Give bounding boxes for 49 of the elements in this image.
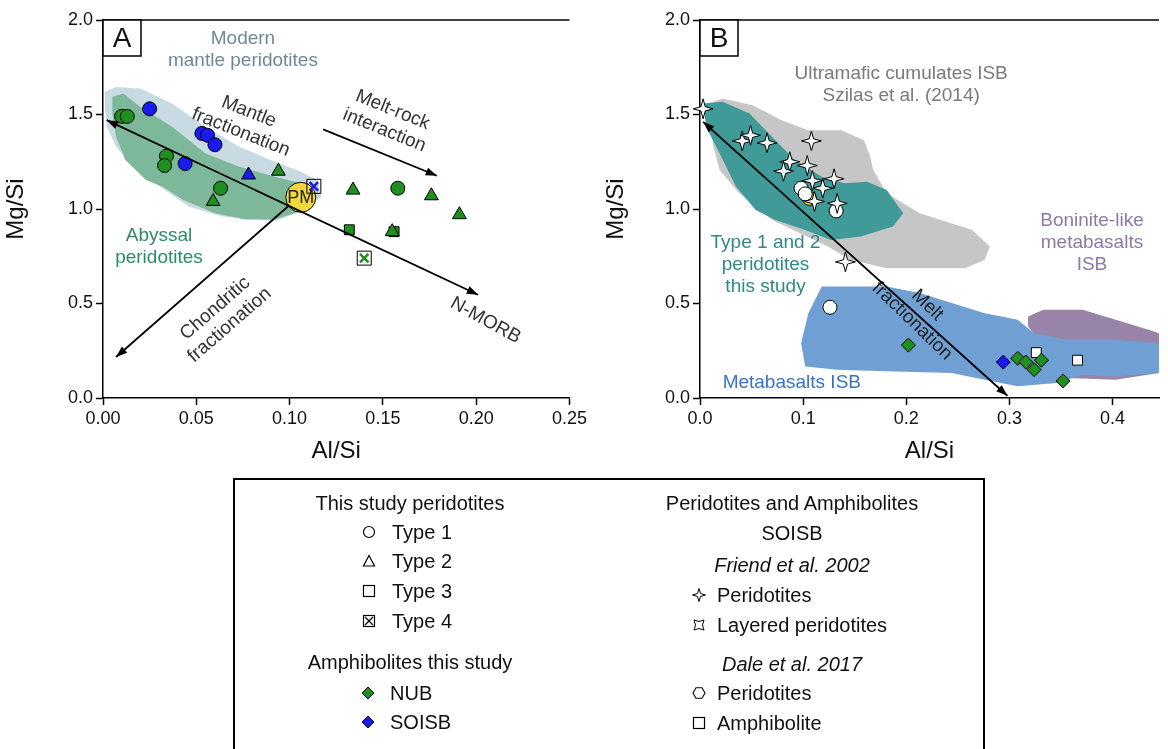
x-axis-title: Al/Si	[904, 436, 955, 464]
x-tick-label: 0.0	[687, 407, 713, 428]
x-tick-label: 0.1	[790, 407, 816, 428]
x-tick-label: 0.4	[1100, 407, 1126, 428]
text: Type 3	[392, 579, 453, 604]
annotation: Abyssal peridotites	[115, 224, 203, 268]
annotation: Modern mantle peridotites	[167, 27, 318, 71]
y-axis-title: Mg/Si	[601, 178, 629, 240]
x-tick-label: 0.3	[996, 407, 1022, 428]
y-axis-title: Mg/Si	[1, 178, 29, 240]
text: Peridotites and Amphibolites SOISB	[664, 491, 920, 546]
annotation: Type 1 and 2 peridotites this study	[710, 231, 821, 297]
text: Type 4	[392, 609, 453, 634]
chart-title: B	[709, 21, 729, 53]
text: Peridotites	[717, 583, 812, 608]
x-axis-title: Al/Si	[311, 436, 361, 464]
text: This study peridotites	[314, 491, 506, 516]
y-tick-label: 0.0	[664, 386, 690, 407]
x-tick-label: 0.15	[365, 407, 401, 428]
x-tick-label: 0.2	[893, 407, 919, 428]
y-tick-label: 1.5	[67, 103, 93, 124]
x-tick-label: 0.05	[178, 407, 214, 428]
y-tick-label: 2.0	[664, 8, 690, 29]
y-tick-label: 2.0	[67, 8, 93, 29]
x-tick-label: 0.10	[272, 407, 308, 428]
x-tick-label: 0.20	[458, 407, 494, 428]
x-tick-label: 0.25	[551, 407, 588, 428]
y-tick-label: 1.0	[664, 197, 690, 218]
text: Amphibolites this study	[306, 650, 514, 675]
text: Peridotites	[717, 681, 812, 706]
text: Type 1	[392, 520, 453, 545]
annotation: Boninite-like metabasalts ISB	[1040, 209, 1144, 275]
text: Layered peridotites	[717, 613, 888, 638]
y-tick-label: 1.5	[664, 103, 690, 124]
annotation: Ultramafic cumulates ISB Szilas et al. (2014)	[794, 62, 1008, 106]
text: Amphibolite	[717, 711, 822, 736]
text: Dale et al. 2017	[720, 652, 864, 677]
text: SOISB	[390, 710, 452, 735]
chart-title: A	[112, 21, 132, 53]
series-label: PM	[287, 187, 315, 208]
text: Type 2	[392, 549, 453, 574]
y-tick-label: 0.0	[67, 386, 93, 407]
annotation: Metabasalts ISB	[722, 371, 861, 393]
x-tick-label: 0.00	[85, 407, 121, 428]
text: Friend et al. 2002	[713, 553, 871, 578]
text: NUB	[390, 681, 433, 706]
y-tick-label: 1.0	[67, 197, 93, 218]
y-tick-label: 0.5	[67, 292, 93, 313]
y-tick-label: 0.5	[664, 292, 690, 313]
